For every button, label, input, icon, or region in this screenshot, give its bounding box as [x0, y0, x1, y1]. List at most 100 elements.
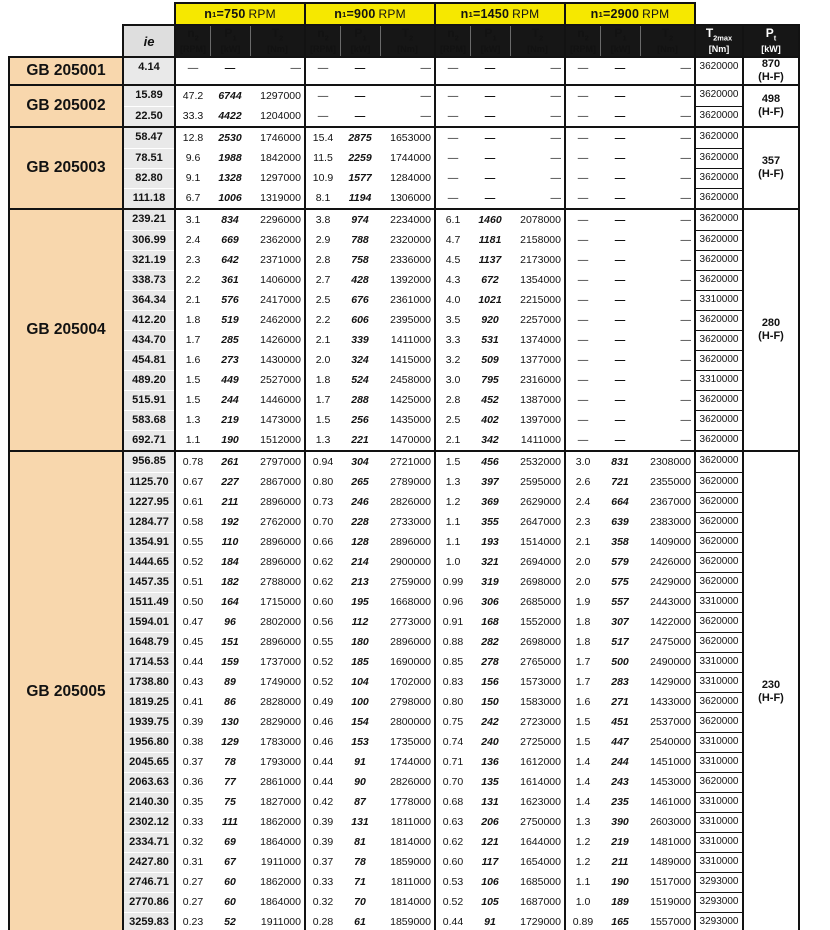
t2-value: 1425000	[390, 394, 431, 406]
p1-header-unit: [kW]	[480, 44, 501, 55]
n2-value: —	[577, 152, 589, 164]
model-label: GB 205003	[8, 126, 124, 210]
p1-value: —	[614, 374, 626, 386]
p1-value: 69	[224, 836, 236, 848]
p1-value: 221	[351, 434, 369, 446]
t2max-header-unit: [Nm]	[708, 44, 730, 55]
n2-value: 2.2	[315, 314, 331, 326]
data-row: 33.3 4422 1204000	[176, 106, 304, 126]
n2-value: 0.61	[182, 496, 204, 508]
p1-value: 164	[221, 596, 239, 608]
t2-value: 1481000	[650, 836, 691, 848]
data-row: 0.31 67 1911000	[176, 852, 304, 872]
n2-value: —	[577, 374, 589, 386]
p1-value: 228	[351, 516, 369, 528]
n2-value: 0.53	[442, 876, 464, 888]
group-header-900: n2 [RPM] P1 [kW] T2 [Nm]	[304, 24, 436, 58]
data-row: 0.41 86 2828000	[176, 692, 304, 712]
n2-value: 2.0	[315, 354, 331, 366]
p1-value: 182	[221, 576, 239, 588]
pt-header-unit: [kW]	[761, 44, 781, 55]
p1-value: 795	[481, 374, 499, 386]
data-row: 0.60 117 1654000	[436, 852, 564, 872]
data-row: 1.5 447 2540000	[566, 732, 694, 752]
p1-value: 131	[351, 816, 369, 828]
data-row: 0.43 89 1749000	[176, 672, 304, 692]
data-row: — — —	[566, 58, 694, 78]
speed-group-900: — — — — — —	[304, 84, 436, 128]
ie-ratio-value: 583.68	[124, 410, 174, 430]
p1-value: 509	[481, 354, 499, 366]
data-row: 0.37 78 1793000	[176, 752, 304, 772]
t2-value: 2629000	[520, 496, 561, 508]
p1-value: 180	[351, 636, 369, 648]
data-row: 2.8 758 2336000	[306, 250, 434, 270]
p1-value: 390	[611, 816, 629, 828]
model-label: GB 205001	[8, 56, 124, 86]
t2-value: 2698000	[520, 636, 561, 648]
p1-value: 304	[351, 456, 369, 468]
data-row: 0.61 211 2896000	[176, 492, 304, 512]
n2-value: 10.9	[312, 172, 334, 184]
ie-ratio-value: 364.34	[124, 290, 174, 310]
n2-value: 0.52	[312, 676, 334, 688]
t2-value: 1429000	[650, 676, 691, 688]
n2-value: 0.44	[182, 656, 204, 668]
t2-value: 2789000	[390, 476, 431, 488]
p1-value: 449	[221, 374, 239, 386]
p1-value: 273	[221, 354, 239, 366]
t2-value: 2759000	[390, 576, 431, 588]
data-row: 0.35 75 1827000	[176, 792, 304, 812]
t2-value: 2490000	[650, 656, 691, 668]
t2max-column-header: T2max [Nm]	[694, 24, 744, 58]
ie-ratio-value: 111.18	[124, 188, 174, 208]
t2-value: 1783000	[260, 736, 301, 748]
data-row: 0.53 106 1685000	[436, 872, 564, 892]
t2max-value: 3620000	[696, 612, 742, 632]
t2-header-symbol: T2	[531, 25, 544, 43]
p1-value: 342	[481, 434, 499, 446]
n2-value: 0.94	[312, 456, 334, 468]
n2-value: 1.7	[185, 334, 201, 346]
t2max-value: 3310000	[696, 672, 742, 692]
n2-value: 1.8	[315, 374, 331, 386]
n2-value: 1.5	[185, 374, 201, 386]
t2-value: 2320000	[390, 234, 431, 246]
pt-value: 357	[761, 155, 781, 167]
p1-value: 834	[221, 214, 239, 226]
t2-value: 1811000	[390, 876, 431, 888]
ie-ratio-value: 515.91	[124, 390, 174, 410]
t2-value: 1430000	[260, 354, 301, 366]
p1-value: 60	[224, 896, 236, 908]
data-row: 3.0 831 2308000	[566, 452, 694, 472]
n2-value: —	[577, 214, 589, 226]
n2-value: —	[577, 254, 589, 266]
data-row: 10.9 1577 1284000	[306, 168, 434, 188]
p1-value: 67	[224, 856, 236, 868]
p1-value: 721	[611, 476, 629, 488]
pt-note: (H-F)	[758, 71, 784, 83]
t2-value: 1411000	[520, 434, 561, 446]
n2-value: 1.5	[575, 716, 591, 728]
ie-ratio-value: 1457.35	[124, 572, 174, 592]
t2-value: —	[680, 294, 692, 306]
ie-ratio-value: 1594.01	[124, 612, 174, 632]
data-row: 2.5 402 1397000	[436, 410, 564, 430]
t2-value: 1354000	[520, 274, 561, 286]
p1-value: 75	[224, 796, 236, 808]
p1-value: 71	[354, 876, 366, 888]
t2-value: 2698000	[520, 576, 561, 588]
t2-header-unit: [Nm]	[267, 44, 288, 55]
p1-value: 184	[221, 556, 239, 568]
p1-value: 974	[351, 214, 369, 226]
t2max-column: 3620000	[694, 56, 744, 86]
data-row: 0.94 304 2721000	[306, 452, 434, 472]
p1-value: —	[354, 90, 366, 102]
p1-value: 60	[224, 876, 236, 888]
t2-value: 2234000	[390, 214, 431, 226]
n2-value: 4.5	[445, 254, 461, 266]
data-row: 0.39 81 1814000	[306, 832, 434, 852]
data-row: 15.4 2875 1653000	[306, 128, 434, 148]
group-header-1450: n2 [RPM] P1 [kW] T2 [Nm]	[434, 24, 566, 58]
n2-value: 0.55	[182, 536, 204, 548]
